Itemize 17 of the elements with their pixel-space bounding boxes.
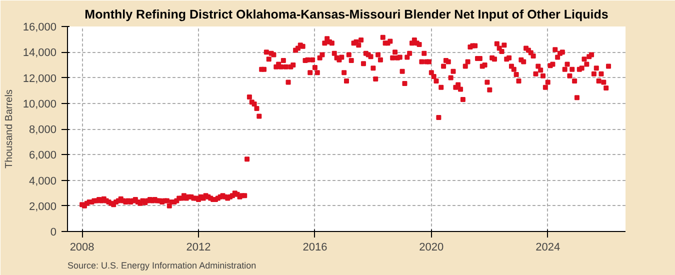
x-tick-label: 2012: [186, 242, 211, 254]
x-tick-label: 2020: [419, 242, 444, 254]
y-tick-label: 6,000: [28, 150, 57, 162]
y-tick-label: 0: [50, 226, 57, 238]
x-tick-label: 2016: [302, 242, 328, 254]
y-tick-label: 12,000: [22, 72, 57, 85]
source-note: Source: U.S. Energy Information Administration: [68, 260, 256, 270]
chart-title: Monthly Refining District Oklahoma-Kansas-Missouri Blender Net Input of Other Liquids: [84, 8, 608, 22]
y-tick-label: 2,000: [28, 200, 57, 213]
x-tick-label: 2024: [536, 242, 560, 254]
y-tick-label: 4,000: [28, 175, 57, 188]
y-tick-label: 10,000: [22, 98, 57, 110]
x-tick-label: 2008: [70, 242, 94, 254]
y-tick-label: 8,000: [28, 124, 57, 136]
y-tick-label: 16,000: [22, 22, 57, 34]
y-tick-label: 14,000: [22, 47, 57, 60]
y-axis-title: Thousand Barrels: [4, 90, 15, 168]
